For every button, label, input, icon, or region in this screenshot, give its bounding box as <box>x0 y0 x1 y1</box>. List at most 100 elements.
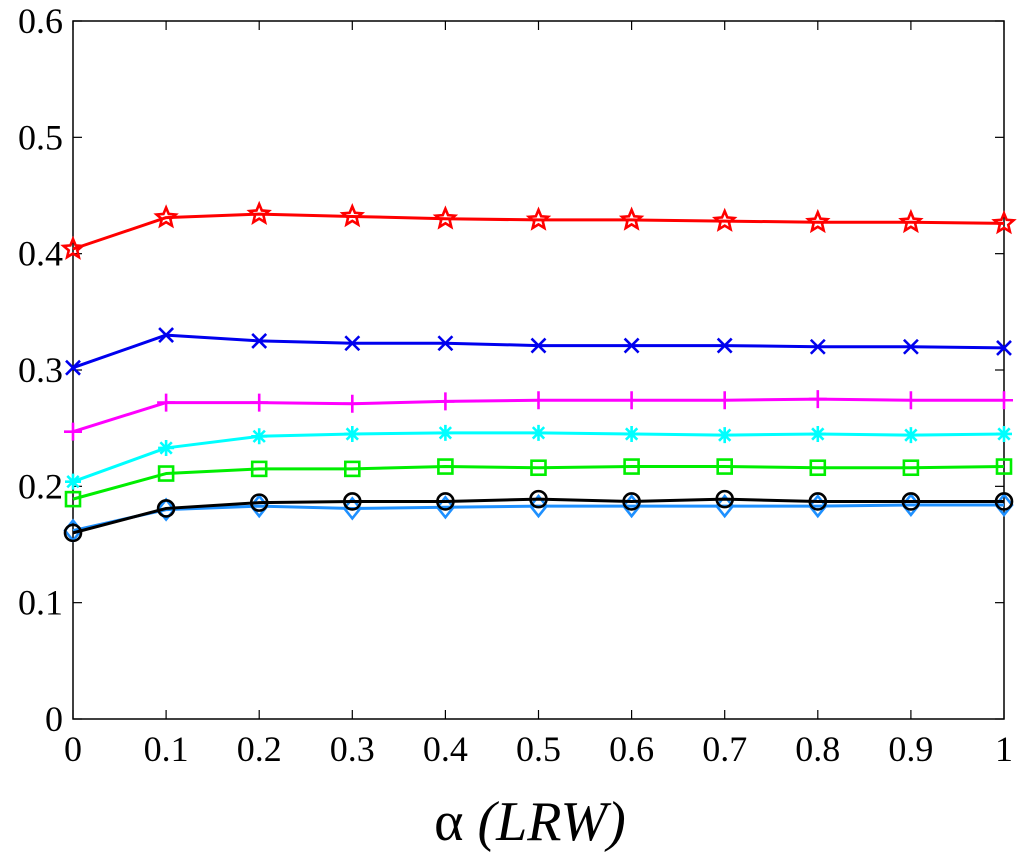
series-blue-x-marker <box>344 335 361 352</box>
series-black-circle-marker <box>901 492 921 511</box>
series-red-star-marker <box>711 207 738 232</box>
series-blue-x-marker <box>809 338 826 355</box>
x-tick-label: 0.5 <box>516 729 561 769</box>
series-red-star-marker <box>991 210 1017 235</box>
series-layer <box>60 200 1017 543</box>
y-tick-label: 0.5 <box>18 117 63 157</box>
series-green-square-marker <box>250 460 268 478</box>
series-red-line <box>72 212 1005 251</box>
series-black-circle-marker <box>994 492 1014 511</box>
series-magenta-plus-marker <box>995 391 1013 410</box>
series-red-star-marker <box>805 208 831 234</box>
series-black <box>63 489 1014 543</box>
series-blue-line <box>72 333 1005 370</box>
series-cyan-asterisk-marker <box>251 428 268 445</box>
series-black-circle-marker <box>436 492 455 511</box>
series-magenta-plus-marker <box>64 422 82 441</box>
series-red-star-marker <box>153 204 179 229</box>
plot-area-border <box>72 20 1005 720</box>
series-green-square-marker <box>809 459 827 477</box>
series-red-star-marker <box>525 206 552 231</box>
series-cyan-asterisk-marker <box>716 427 733 444</box>
series-cyan-asterisk-marker <box>530 424 547 441</box>
series-red-star-marker <box>339 203 366 228</box>
series-blue-x-marker <box>65 359 81 376</box>
series-red-star-marker <box>618 206 645 231</box>
series-lightblue-diamond-marker <box>715 494 735 519</box>
series-red-star-marker <box>898 208 924 234</box>
series-black-circle-marker <box>156 499 176 518</box>
series-magenta-plus-marker <box>529 391 548 410</box>
series-lightblue-diamond-marker <box>528 494 549 519</box>
series-green <box>64 458 1013 508</box>
plot-frame <box>72 20 1005 720</box>
series-cyan-asterisk-marker <box>623 425 640 442</box>
x-tick-label: 0.7 <box>702 729 747 769</box>
series-black-line <box>72 497 1004 535</box>
series-magenta-plus-marker <box>436 392 455 411</box>
y-tick-label: 0 <box>45 699 63 739</box>
series-cyan <box>65 424 1012 490</box>
tick-labels: 0 0.1 0.2 0.3 0.4 0.5 0.6 0.7 0.8 0.9 1 0 0.1 0.2 0.3 0… <box>18 1 1013 769</box>
series-blue-x-marker <box>251 332 268 349</box>
x-axis-symbol: α <box>434 791 463 853</box>
series-magenta-plus-marker <box>808 390 827 409</box>
series-green-square-marker <box>343 460 361 478</box>
series-magenta-plus-marker <box>622 391 641 410</box>
series-cyan-asterisk-marker <box>902 427 919 444</box>
series-magenta <box>64 390 1013 441</box>
series-black-circle-marker <box>342 492 362 511</box>
series-blue-x-marker <box>158 327 175 344</box>
series-cyan-asterisk-marker <box>65 473 81 490</box>
x-tick-label: 0.3 <box>330 729 375 769</box>
series-blue <box>65 327 1012 376</box>
series-red-star-marker <box>246 200 272 225</box>
series-magenta-plus-marker <box>250 393 269 412</box>
y-tick-label: 0.4 <box>18 234 63 274</box>
y-tick-label: 0.2 <box>18 466 63 506</box>
series-green-square-marker <box>157 465 175 482</box>
series-green-line <box>72 465 1005 501</box>
series-red-star-marker <box>432 205 459 230</box>
x-tick-label: 0.9 <box>888 729 933 769</box>
series-cyan-asterisk-marker <box>996 425 1012 442</box>
series-lightblue-diamond-marker <box>435 495 456 520</box>
series-blue-x-marker <box>996 339 1012 356</box>
x-tick-label: 0.6 <box>609 729 654 769</box>
series-green-square-marker <box>437 458 454 475</box>
x-tick-label: 0 <box>64 729 82 769</box>
series-lightblue-diamond-marker <box>156 497 176 522</box>
x-tick-label: 0.1 <box>144 729 189 769</box>
x-tick-label: 0.4 <box>423 729 468 769</box>
series-blue-x-marker <box>716 337 733 354</box>
series-blue-x-marker <box>530 337 547 354</box>
series-magenta-plus-marker <box>343 394 362 413</box>
series-cyan-asterisk-marker <box>158 439 175 456</box>
series-magenta-plus-marker <box>157 393 176 412</box>
series-magenta-plus-marker <box>901 391 920 410</box>
series-green-square-marker <box>623 458 640 475</box>
x-tick-label: 0.8 <box>795 729 840 769</box>
y-tick-label: 0.1 <box>18 583 63 623</box>
series-green-square-marker <box>716 458 734 475</box>
x-tick-label: 0.2 <box>237 729 282 769</box>
series-green-square-marker <box>902 459 920 477</box>
series-black-circle-marker <box>249 493 269 512</box>
x-axis-text: (LRW) <box>478 791 626 853</box>
series-black-circle-marker <box>808 492 828 511</box>
series-cyan-asterisk-marker <box>344 425 361 442</box>
series-cyan-asterisk-marker <box>437 424 454 441</box>
x-axis-title: α (LRW) <box>434 791 626 853</box>
y-tick-label: 0.6 <box>18 1 63 41</box>
series-red-star-marker <box>60 235 86 260</box>
series-black-circle-marker <box>622 492 641 511</box>
series-blue-x-marker <box>437 335 454 352</box>
series-red <box>60 200 1017 260</box>
series-magenta-plus-marker <box>715 391 734 410</box>
series-black-circle-marker <box>715 489 735 509</box>
series-lightblue-diamond-marker <box>342 496 362 521</box>
y-tick-label: 0.3 <box>18 350 63 390</box>
series-cyan-asterisk-marker <box>809 425 826 442</box>
series-blue-x-marker <box>623 337 640 354</box>
series-black-circle-marker <box>529 489 548 509</box>
